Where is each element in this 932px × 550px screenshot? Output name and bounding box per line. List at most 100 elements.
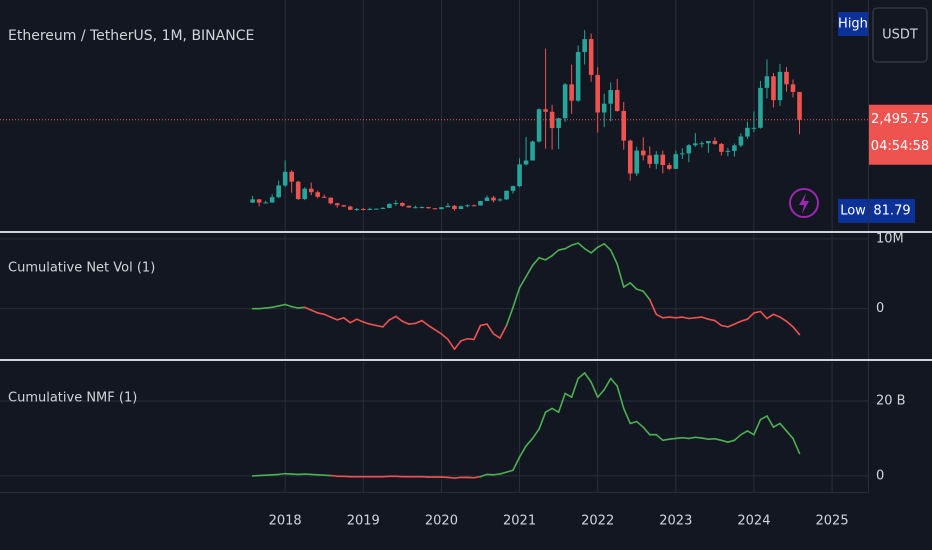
- candle-body: [380, 207, 386, 209]
- line-segment: [642, 290, 651, 301]
- line-segment: [746, 430, 755, 436]
- candle-body: [523, 160, 529, 165]
- line-segment: [727, 439, 736, 443]
- line-segment: [499, 324, 508, 339]
- line-segment: [421, 319, 430, 327]
- line-segment: [577, 372, 586, 380]
- line-segment: [323, 313, 332, 318]
- line-segment: [759, 310, 768, 320]
- line-segment: [629, 420, 638, 425]
- candle-body: [289, 171, 294, 182]
- candle-body: [308, 188, 314, 193]
- candle-body: [387, 203, 392, 208]
- candle-body: [764, 76, 770, 88]
- line-segment: [590, 246, 599, 254]
- candle-body: [321, 196, 327, 198]
- line-segment: [369, 323, 378, 327]
- candle-body: [634, 150, 640, 174]
- last-price-label: 2,495.75: [871, 112, 929, 127]
- currency-button[interactable]: [872, 7, 928, 63]
- candle-body: [582, 39, 587, 53]
- line-segment: [505, 306, 514, 327]
- line-segment: [395, 315, 404, 323]
- line-segment: [635, 420, 645, 428]
- low-label: Low: [840, 203, 866, 218]
- line-segment: [596, 388, 605, 399]
- candle-body: [732, 145, 737, 151]
- line-segment: [727, 323, 736, 328]
- line-segment: [714, 438, 723, 442]
- candle-body: [706, 140, 711, 144]
- line-segment: [681, 436, 690, 440]
- candle-body: [719, 143, 724, 152]
- candle-body: [491, 197, 496, 201]
- line-segment: [538, 411, 547, 430]
- candle-body: [334, 203, 340, 206]
- line-segment: [316, 312, 326, 316]
- line-segment: [655, 313, 664, 319]
- candle-body: [250, 199, 255, 203]
- candle-body: [439, 207, 444, 210]
- y-tick-label: 20 B: [876, 393, 906, 408]
- candle-body: [504, 190, 509, 200]
- candle-body: [556, 118, 561, 129]
- line-segment: [290, 305, 299, 309]
- line-segment: [375, 324, 384, 328]
- line-segment: [473, 475, 482, 479]
- candle-body: [406, 205, 412, 208]
- line-segment: [440, 333, 449, 341]
- candle-body: [784, 71, 789, 85]
- line-segment: [701, 316, 710, 320]
- x-tick-label: 2021: [503, 514, 536, 529]
- line-segment: [655, 433, 664, 442]
- line-segment: [329, 316, 339, 321]
- line-segment: [590, 381, 599, 399]
- candle-body: [432, 208, 438, 210]
- line-segment: [512, 286, 521, 309]
- line-segment: [668, 316, 677, 319]
- line-segment: [447, 476, 456, 479]
- line-segment: [492, 473, 501, 476]
- line-segment: [714, 319, 723, 327]
- line-segment: [577, 242, 586, 250]
- line-segment: [792, 326, 801, 336]
- line-segment: [499, 471, 508, 475]
- alert-bolt: [799, 193, 809, 214]
- line-segment: [297, 306, 306, 309]
- line-segment: [720, 439, 729, 443]
- candle-body: [614, 90, 620, 112]
- candle-body: [797, 91, 802, 120]
- candle-body: [465, 205, 470, 207]
- line-segment: [616, 263, 625, 288]
- candle-body: [302, 188, 307, 200]
- candle-body: [478, 200, 483, 206]
- line-segment: [603, 377, 612, 391]
- line-segment: [622, 407, 632, 425]
- line-segment: [544, 407, 553, 414]
- line-segment: [583, 247, 592, 254]
- line-segment: [642, 426, 651, 436]
- line-segment: [753, 418, 762, 436]
- line-segment: [355, 318, 365, 323]
- line-segment: [453, 340, 462, 351]
- line-segment: [382, 319, 391, 328]
- candle-body: [601, 103, 607, 113]
- line-segment: [629, 282, 638, 290]
- line-segment: [531, 256, 540, 267]
- currency-label[interactable]: USDT: [882, 28, 918, 43]
- countdown-label: 04:54:58: [871, 139, 929, 154]
- line-segment: [583, 372, 592, 384]
- candle-body: [536, 109, 542, 142]
- candle-body: [452, 205, 457, 209]
- line-segment: [277, 472, 286, 476]
- line-segment: [570, 242, 579, 246]
- candle-body: [360, 208, 366, 210]
- line-segment: [779, 422, 788, 432]
- alert-icon[interactable]: [789, 188, 819, 218]
- candle-body: [666, 165, 672, 169]
- candle-body: [608, 90, 613, 104]
- line-segment: [512, 456, 521, 472]
- candle-body: [588, 39, 594, 75]
